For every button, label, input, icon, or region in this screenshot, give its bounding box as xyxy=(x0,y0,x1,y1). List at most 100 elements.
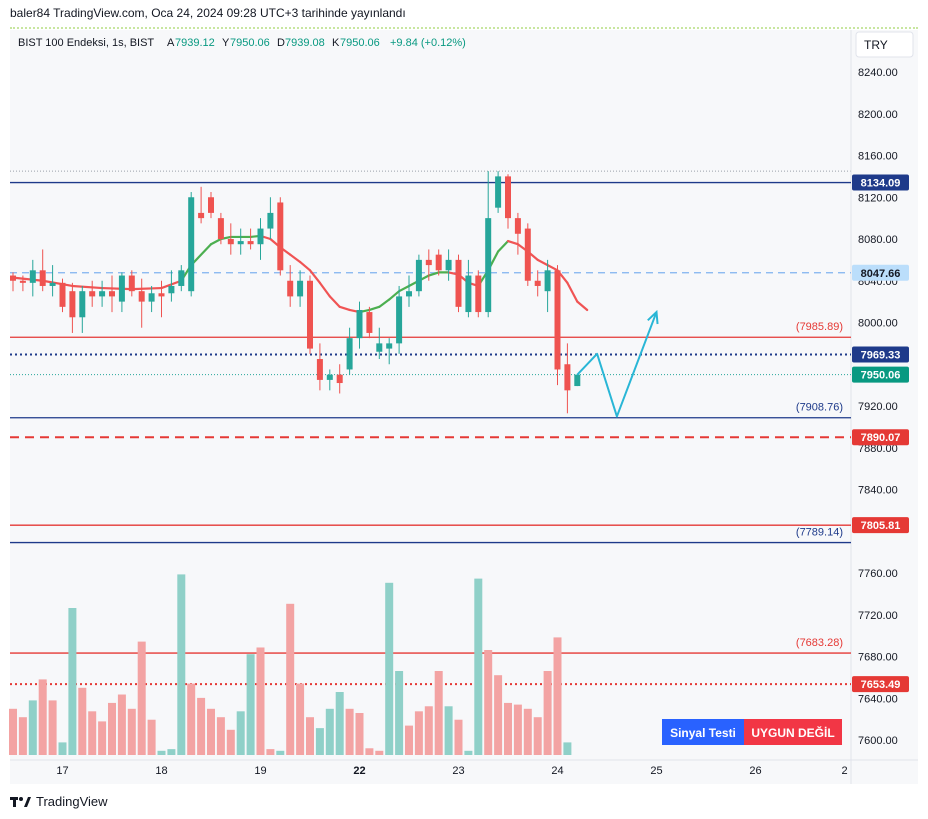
close-label: K xyxy=(332,37,340,49)
tradingview-logo-icon xyxy=(10,796,31,807)
chart-frame[interactable] xyxy=(10,30,918,784)
projection-arrow xyxy=(576,309,659,418)
level-badge-6 xyxy=(852,429,909,446)
candle-body-37 xyxy=(376,343,383,352)
time-tick-8: 2 xyxy=(842,765,848,777)
volume-bar-28 xyxy=(286,603,295,755)
currency-button[interactable]: TRY xyxy=(855,31,914,58)
candle-body-52 xyxy=(524,228,531,281)
candle-body-48 xyxy=(485,218,492,313)
candle-body-21 xyxy=(217,218,224,239)
level-badge-label-3: 7969.33 xyxy=(861,350,901,362)
volume-bar-11 xyxy=(117,694,126,755)
candle-body-16 xyxy=(168,285,175,294)
level-badge-label-4: 7950.06 xyxy=(861,370,901,382)
volume-bar-46 xyxy=(464,750,473,755)
candle-body-51 xyxy=(514,218,521,234)
candle-body-27 xyxy=(277,202,284,271)
footer: TradingView xyxy=(10,794,108,809)
candle-body-36 xyxy=(366,312,373,333)
volume-bar-34 xyxy=(345,708,354,755)
ma-segment-40 xyxy=(576,300,589,312)
time-axis: 17 18 19 22 23 24 25 26 2 xyxy=(56,765,847,777)
candle-body-20 xyxy=(208,197,214,213)
candle-body-22 xyxy=(227,239,234,245)
high-value: 7950.06 xyxy=(230,37,270,49)
volume-bar-38 xyxy=(385,582,394,755)
volume-bar-16 xyxy=(167,749,176,755)
volume-bar-56 xyxy=(563,742,572,755)
low-value: 7939.08 xyxy=(285,37,325,49)
price-tick-9: 7880.00 xyxy=(858,443,898,455)
candle-body-10 xyxy=(109,291,115,297)
candle-body-53 xyxy=(534,280,541,286)
volume-bar-3 xyxy=(38,679,47,755)
volume-bar-31 xyxy=(315,728,324,755)
candle-body-34 xyxy=(346,338,353,370)
volume-bar-27 xyxy=(276,750,285,755)
candle-body-42 xyxy=(425,259,432,266)
volume-bar-33 xyxy=(335,692,344,755)
volume-bar-21 xyxy=(216,717,225,755)
time-tick-7: 26 xyxy=(749,765,761,777)
volume-bar-44 xyxy=(444,706,453,755)
level-badge-label-7: 7805.81 xyxy=(861,520,901,532)
level-badge-label-10: 7653.49 xyxy=(861,679,901,691)
legend-symbol: BIST 100 Endeksi, 1s, BIST xyxy=(18,37,154,49)
volume-bar-23 xyxy=(236,711,245,755)
candle-body-13 xyxy=(138,291,145,302)
volume-bar-54 xyxy=(543,671,552,755)
level-badge-1 xyxy=(852,264,909,281)
candle-body-24 xyxy=(247,241,254,245)
volume-bar-32 xyxy=(325,708,334,755)
volume-bar-50 xyxy=(504,702,512,755)
volume-bar-6 xyxy=(68,608,77,755)
horizontal-levels: (7985.89) (7908.76) (7789.14) (7683.28) xyxy=(10,181,851,686)
level-badge-3 xyxy=(852,346,909,363)
level-badge-0 xyxy=(852,174,909,191)
signal-badge: Sinyal Testi UYGUN DEĞİL xyxy=(662,719,842,745)
candle-body-14 xyxy=(148,293,155,302)
volume-bar-42 xyxy=(424,706,433,755)
open-value: 7939.12 xyxy=(175,37,215,49)
price-tick-1: 8200.00 xyxy=(858,109,898,121)
candle-body-33 xyxy=(336,374,343,384)
ma-segment-15 xyxy=(328,295,341,308)
high-label: Y xyxy=(222,37,230,49)
candle-body-5 xyxy=(59,282,66,307)
volume-bar-18 xyxy=(187,683,196,755)
price-tick-14: 7680.00 xyxy=(858,652,898,664)
candle-body-28 xyxy=(287,280,294,297)
grid-layer xyxy=(10,30,918,784)
price-tick-0: 8240.00 xyxy=(858,67,898,79)
volume-bar-37 xyxy=(375,750,384,755)
candle-body-2 xyxy=(29,270,36,283)
change-value: +9.84 (+0.12%) xyxy=(390,37,466,49)
ma-early-segment-1 xyxy=(11,276,44,282)
candle-body-35 xyxy=(356,309,363,339)
price-tick-6: 8000.00 xyxy=(858,318,898,330)
volume-bar-41 xyxy=(414,711,423,755)
price-badges: 8134.09 8047.66 7969.33 7950.06 7890.07 7805.… xyxy=(852,174,909,693)
price-tick-2: 8160.00 xyxy=(858,151,898,163)
candle-body-45 xyxy=(455,259,462,307)
time-tick-3: 22 xyxy=(353,765,365,777)
candle-body-47 xyxy=(475,275,482,313)
price-tick-8: 7920.00 xyxy=(858,401,898,413)
time-tick-2: 19 xyxy=(254,765,266,777)
volume-bar-26 xyxy=(266,749,275,755)
volume-bar-29 xyxy=(296,683,305,755)
candle-body-18 xyxy=(188,197,195,292)
volume-bar-12 xyxy=(127,708,136,755)
candle-body-43 xyxy=(435,254,442,271)
projection-path xyxy=(576,311,658,418)
level-badge-label-6: 7890.07 xyxy=(861,432,901,444)
candle-body-19 xyxy=(198,212,205,219)
volume-bar-15 xyxy=(157,750,166,755)
price-tick-3: 8120.00 xyxy=(858,192,898,204)
candle-body-44 xyxy=(445,259,452,271)
level-badge-10 xyxy=(852,676,909,693)
volume-bar-20 xyxy=(207,708,215,755)
time-tick-1: 18 xyxy=(155,765,167,777)
